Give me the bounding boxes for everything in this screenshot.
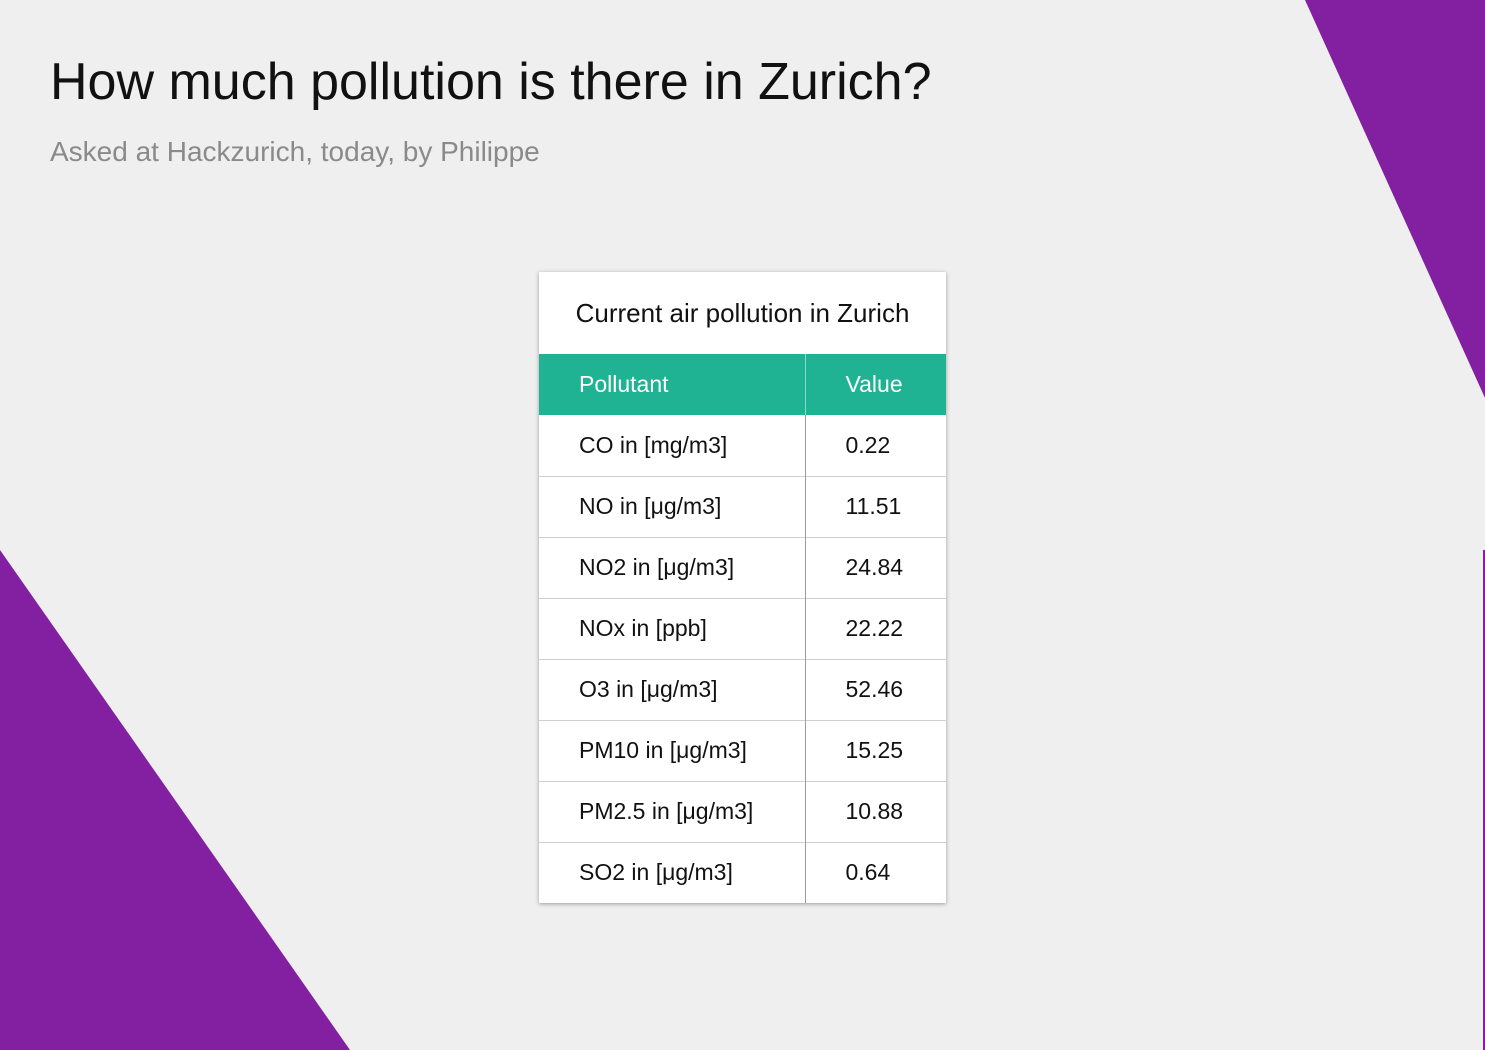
pollutant-cell: NO in [μg/m3] [539, 475, 806, 537]
purple-triangle-bottom-left [0, 550, 350, 1050]
value-cell: 0.22 [845, 431, 891, 458]
value-cell: 10.88 [805, 780, 946, 842]
pollutant-cell: NOx in [ppb] [539, 597, 806, 659]
pollutant-cell: O3 in [μg/m3] [539, 658, 806, 720]
page-header: How much pollution is there in Zurich? A… [50, 50, 932, 170]
table-row: SO2 in [μg/m3] 0.64 [539, 841, 946, 903]
value-cell: 0.64 [805, 841, 946, 903]
table-card-title: Current air pollution in Zurich [575, 298, 910, 328]
value-cell: 15.25 [805, 719, 946, 781]
table-row: NOx in [ppb] 22.22 [539, 597, 946, 659]
column-header-pollutant: Pollutant [539, 354, 806, 415]
pollutant-cell: PM10 in [μg/m3] [539, 719, 806, 781]
pollutant-cell: NO2 in [μg/m3] [539, 536, 806, 598]
edge-strip-right [1483, 550, 1485, 1050]
pollutant-cell: CO in [mg/m3] [539, 415, 806, 476]
table-row: PM2.5 in [μg/m3] 10.88 [539, 780, 946, 842]
table-row: CO in [mg/m3] 0.22 [539, 415, 946, 476]
table-header: Pollutant Value [539, 354, 946, 415]
page-subtitle: Asked at Hackzurich, today, by Philippe [50, 136, 540, 167]
table-header-row: Pollutant Value [539, 354, 946, 415]
table-row: NO in [μg/m3] 11.51 [539, 475, 946, 537]
table-row: O3 in [μg/m3] 52.46 [539, 658, 946, 720]
table-body: CO in [mg/m3] 0.22 NO in [μg/m3] 11.51 N… [539, 415, 946, 903]
purple-triangle-top-right [1305, 0, 1485, 398]
value-cell: 22.22 [805, 597, 946, 659]
pollution-table: Pollutant Value CO in [mg/m3] 0.22 NO in… [539, 354, 946, 903]
table-row: PM10 in [μg/m3] 15.25 [539, 719, 946, 781]
value-cell: 52.46 [805, 658, 946, 720]
page-title: How much pollution is there in Zurich? [50, 53, 932, 111]
pollutant-cell: SO2 in [μg/m3] [539, 841, 806, 903]
pollutant-cell: PM2.5 in [μg/m3] [539, 780, 806, 842]
column-header-value: Value [805, 354, 946, 415]
value-cell: 11.51 [805, 475, 946, 537]
value-cell: 24.84 [805, 536, 946, 598]
pollution-table-card: Current air pollution in Zurich Pollutan… [539, 272, 946, 903]
table-row: NO2 in [μg/m3] 24.84 [539, 536, 946, 598]
